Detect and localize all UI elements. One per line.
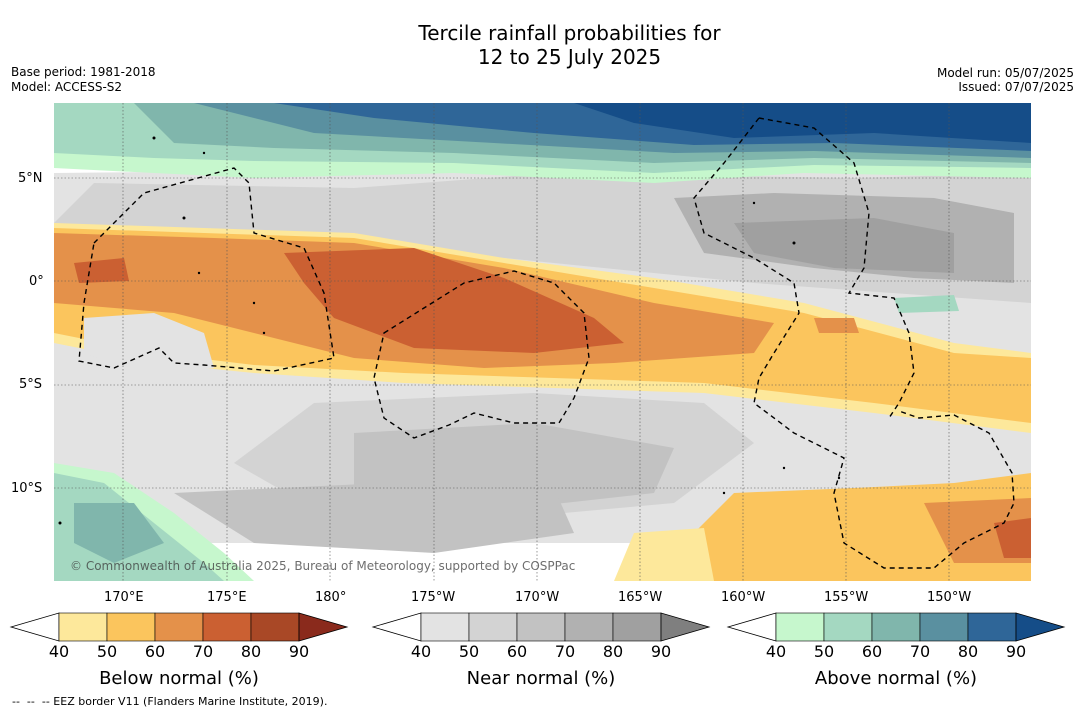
near-colorbar-segment-60 — [516, 612, 566, 642]
map-gridlines — [54, 103, 1031, 581]
above-colorbar-segment-40 — [775, 612, 825, 642]
map-svg — [54, 103, 1031, 581]
near-colorbar-segment-80 — [612, 612, 662, 642]
copyright-text: © Commonwealth of Australia 2025, Bureau… — [70, 559, 576, 573]
base-period-text: Base period: 1981-2018 — [11, 65, 156, 79]
lon-label-175w: 175°W — [411, 590, 456, 605]
near-colorbar — [371, 612, 711, 642]
below-tick-60: 60 — [144, 642, 166, 661]
below-colorbar-segment-40 — [58, 612, 108, 642]
above-colorbar — [726, 612, 1066, 642]
below-colorbar — [9, 612, 349, 642]
near-colorbar-segment-50 — [468, 612, 518, 642]
below-colorbar-segment-60 — [154, 612, 204, 642]
near-colorbar-segment-70 — [564, 612, 614, 642]
lat-label-5n: 5°N — [18, 171, 43, 186]
eez-footnote: -- -- -- EEZ border V11 (Flanders Marine… — [12, 695, 328, 708]
colorbars — [9, 612, 1066, 642]
above-colorbar-segment-50 — [823, 612, 873, 642]
below-colorbar-segment-80 — [250, 612, 300, 642]
below-tick-70: 70 — [192, 642, 214, 661]
map-title-line2: 12 to 25 July 2025 — [477, 45, 662, 69]
near-colorbar-min-triangle — [371, 612, 422, 642]
rainfall-probability-map — [54, 103, 1031, 581]
below-tick-90: 90 — [288, 642, 310, 661]
island-markers — [58, 136, 841, 525]
map-title-line1: Tercile rainfall probabilities for — [418, 21, 721, 45]
near-tick-60: 60 — [506, 642, 528, 661]
lon-label-170e: 170°E — [104, 590, 144, 605]
above-colorbar-segment-80 — [967, 612, 1017, 642]
lon-label-175e: 175°E — [207, 590, 247, 605]
near-tick-70: 70 — [554, 642, 576, 661]
lon-label-180: 180° — [315, 590, 347, 605]
above-colorbar-segment-70 — [919, 612, 969, 642]
model-run-text: Model run: 05/07/2025 — [936, 66, 1074, 80]
above-colorbar-segment-60 — [871, 612, 921, 642]
issued-text: Issued: 07/07/2025 — [958, 80, 1074, 94]
model-text: Model: ACCESS-S2 — [11, 80, 123, 94]
above-colorbar-min-triangle — [726, 612, 777, 642]
below-colorbar-max-triangle — [298, 612, 349, 642]
below-normal-label: Below normal (%) — [99, 668, 259, 689]
above-tick-60: 60 — [861, 642, 883, 661]
lon-label-150w: 150°W — [927, 590, 972, 605]
above-tick-70: 70 — [909, 642, 931, 661]
lat-label-0: 0° — [29, 274, 44, 289]
eez-borders — [78, 117, 1015, 569]
near-tick-40: 40 — [410, 642, 432, 661]
above-tick-80: 80 — [957, 642, 979, 661]
above-tick-50: 50 — [813, 642, 835, 661]
above-tick-90: 90 — [1005, 642, 1027, 661]
near-tick-90: 90 — [650, 642, 672, 661]
near-tick-50: 50 — [458, 642, 480, 661]
below-colorbar-segment-70 — [202, 612, 252, 642]
below-colorbar-min-triangle — [9, 612, 60, 642]
near-colorbar-segment-40 — [420, 612, 470, 642]
lon-label-160w: 160°W — [721, 590, 766, 605]
above-colorbar-max-triangle — [1015, 612, 1066, 642]
below-tick-50: 50 — [96, 642, 118, 661]
lon-label-155w: 155°W — [824, 590, 869, 605]
above-normal-label: Above normal (%) — [814, 668, 978, 689]
lat-label-5s: 5°S — [19, 377, 43, 392]
lon-label-165w: 165°W — [618, 590, 663, 605]
below-tick-40: 40 — [48, 642, 70, 661]
near-colorbar-max-triangle — [660, 612, 711, 642]
below-tick-80: 80 — [240, 642, 262, 661]
lat-label-10s: 10°S — [11, 481, 43, 496]
lon-label-170w: 170°W — [515, 590, 560, 605]
above-tick-40: 40 — [765, 642, 787, 661]
below-colorbar-segment-50 — [106, 612, 156, 642]
near-tick-80: 80 — [602, 642, 624, 661]
near-normal-label: Near normal (%) — [466, 668, 616, 689]
